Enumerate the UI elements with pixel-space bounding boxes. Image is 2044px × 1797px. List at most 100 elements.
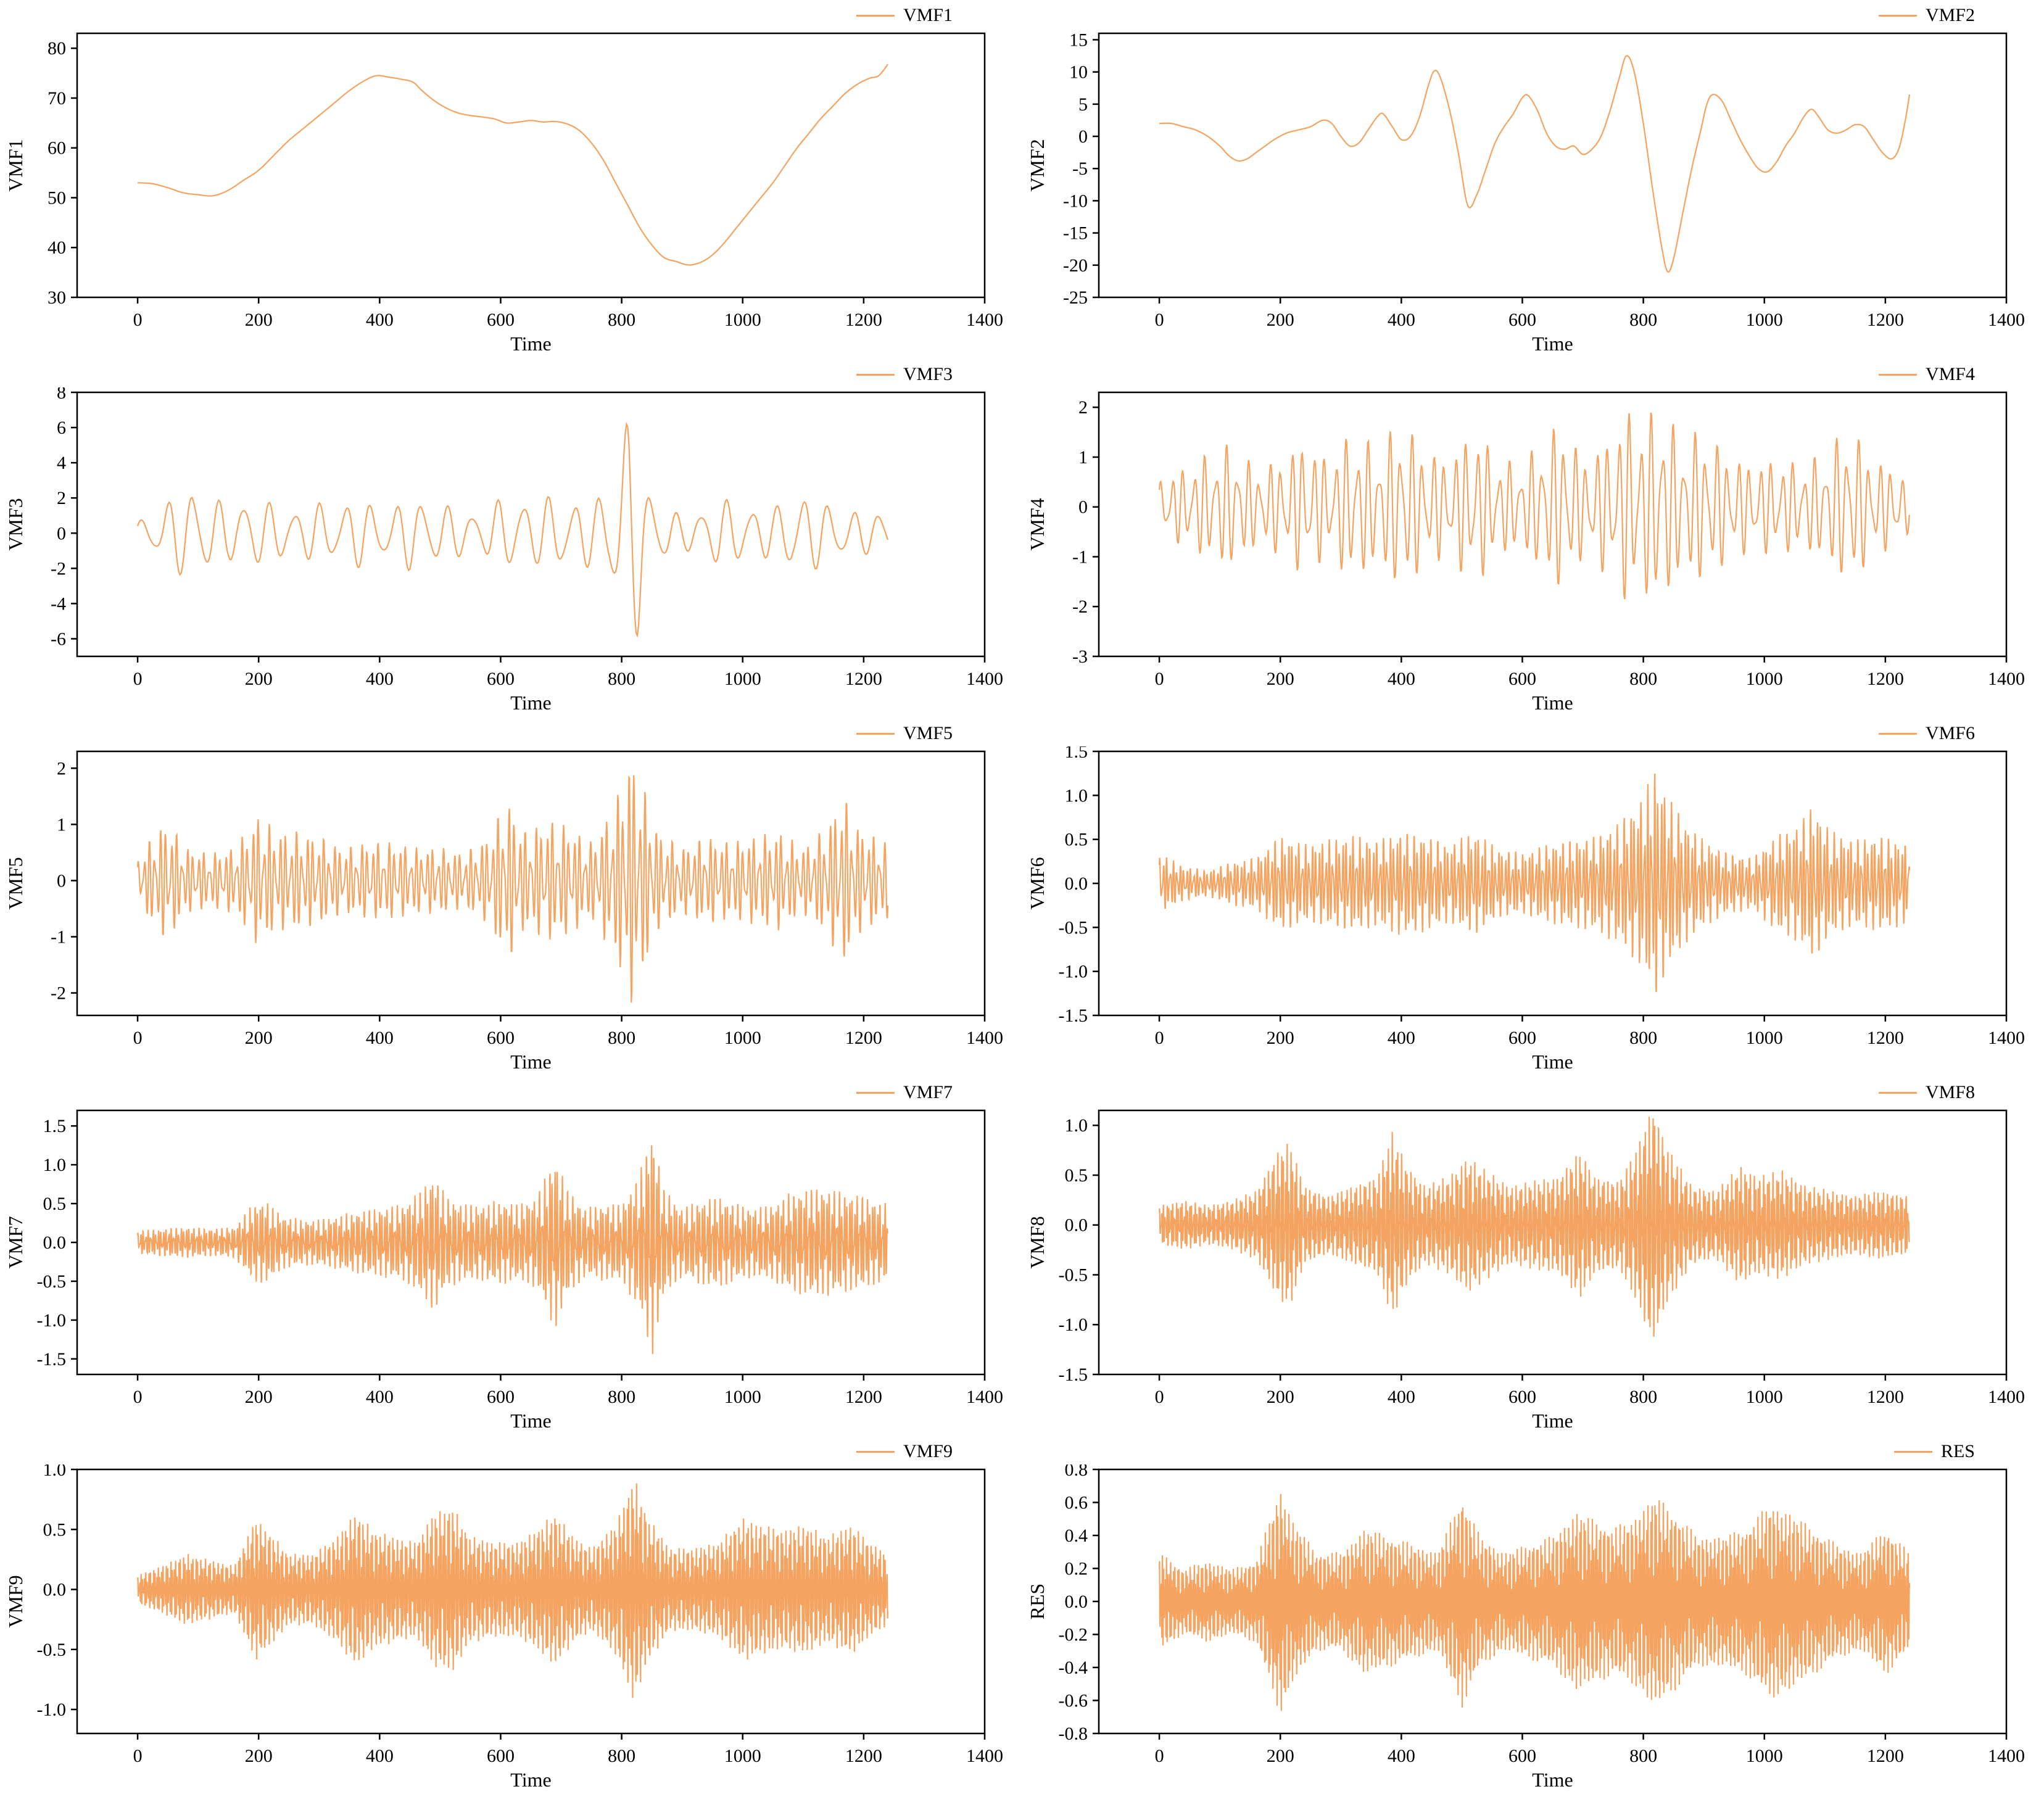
x-tick-label: 600 [1508,1387,1536,1407]
y-tick-label: 0.2 [1065,1559,1088,1579]
legend: VMF1 [856,6,953,25]
legend: VMF5 [856,724,953,743]
x-tick-label: 1000 [1746,1387,1783,1407]
x-tick-label: 1400 [1988,669,2025,689]
x-tick-label: 800 [1629,310,1657,330]
legend: VMF7 [856,1083,953,1102]
x-tick-label: 1200 [1867,1028,1904,1048]
y-tick-label: -0.2 [1059,1625,1088,1645]
x-tick-label: 800 [608,669,635,689]
y-axis-label: RES [1026,1584,1048,1620]
y-tick-label: 0.5 [43,1519,67,1540]
y-tick-label: 8 [57,387,66,403]
y-tick-label: 0 [57,870,66,891]
x-tick-label: 200 [245,1387,273,1407]
y-tick-label: 1.0 [1065,785,1088,806]
x-tick-label: 0 [133,1387,143,1407]
legend: VMF3 [856,365,953,384]
plot-border [1098,391,2008,658]
x-tick-label: 400 [1388,310,1415,330]
y-tick-label: 0.0 [43,1233,67,1253]
legend-label: VMF7 [903,1082,953,1102]
x-axis-label: Time [510,333,551,355]
x-tick-label: 600 [487,1028,515,1048]
plot-vmf9: 0 200 400 600 800 1000 1200 1400 -1.0 -0.5 0.0 0.5 1… [4,1464,1003,1791]
y-tick-label: -20 [1063,255,1088,276]
x-tick-label: 400 [1388,669,1415,689]
legend-label: VMF4 [1925,364,1975,384]
x-tick-label: 200 [1267,1746,1294,1766]
legend-line-icon [1878,14,1917,17]
data-line [1159,1493,1911,1711]
legend-line-icon [1878,732,1917,735]
x-tick-label: 1400 [966,1387,1003,1407]
x-tick-label: 800 [1629,1028,1657,1048]
x-tick-label: 400 [366,310,394,330]
y-tick-label: -1.0 [37,1700,67,1720]
x-tick-label: 1200 [845,669,882,689]
y-tick-label: 1 [57,814,66,835]
y-tick-label: 2 [1078,397,1088,418]
x-tick-label: 600 [1508,669,1536,689]
plot-border [1098,1109,2008,1376]
data-line [1159,55,1911,273]
y-tick-label: -0.6 [1059,1691,1088,1711]
y-axis-label: VMF9 [4,1575,27,1627]
y-tick-label: -1.0 [1059,962,1088,982]
y-axis-label: VMF6 [1026,857,1048,909]
x-tick-label: 1200 [1867,669,1904,689]
x-tick-label: 800 [608,310,635,330]
y-axis-label: VMF2 [1026,139,1048,191]
y-tick-label: 10 [1069,62,1088,83]
x-axis-label: Time [1532,1410,1573,1432]
chart-cell-vmf7: VMF7 0 200 400 600 800 1000 1200 1400 -1.5 -1.0 -0… [0,1077,1022,1436]
y-tick-label: -1 [51,927,66,948]
legend-label: VMF6 [1925,723,1975,743]
plot-border [1098,32,2008,299]
x-tick-label: 200 [1267,1028,1294,1048]
y-tick-label: -3 [1072,647,1088,667]
x-tick-label: 1200 [1867,1746,1904,1766]
x-tick-label: 800 [608,1746,635,1766]
x-tick-label: 1200 [1867,1387,1904,1407]
x-tick-label: 1000 [1746,669,1783,689]
x-tick-label: 1000 [724,1028,761,1048]
legend: VMF9 [856,1442,953,1461]
legend-label: VMF5 [903,723,953,743]
x-tick-label: 600 [487,1387,515,1407]
data-line [137,421,889,638]
plot-vmf5: 0 200 400 600 800 1000 1200 1400 -2 -1 0 1 2 Time VMF5 [4,750,1003,1073]
x-tick-label: 1000 [724,669,761,689]
legend-label: RES [1940,1441,1975,1461]
plot-border [1098,1468,2008,1735]
y-tick-label: 40 [48,238,66,258]
x-tick-label: 400 [1388,1746,1415,1766]
plot-vmf4: 0 200 400 600 800 1000 1200 1400 -3 -2 -1 0 1 2 Time VM… [1026,391,2025,714]
y-tick-label: 2 [57,488,66,508]
x-tick-label: 1400 [966,310,1003,330]
plot-vmf3: 0 200 400 600 800 1000 1200 1400 -6 -4 -2 0 2 4 6 8 Time… [4,387,1003,714]
x-tick-label: 1400 [1988,1028,2025,1048]
legend-line-icon [1893,1450,1932,1453]
legend-line-icon [856,14,895,17]
chart-cell-vmf8: VMF8 0 200 400 600 800 1000 1200 1400 -1.5 -1.0 -0… [1022,1077,2044,1436]
chart-cell-vmf3: VMF3 0 200 400 600 800 1000 1200 1400 -6 -4 -2 0 2 4 6… [0,359,1022,718]
x-tick-label: 1000 [1746,1746,1783,1766]
y-axis-label: VMF3 [4,498,27,550]
y-tick-label: -1.5 [1059,1006,1088,1026]
y-tick-label: -2 [51,558,66,579]
y-tick-label: -6 [51,629,66,649]
x-tick-label: 600 [1508,310,1536,330]
plot-vmf8: 0 200 400 600 800 1000 1200 1400 -1.5 -1.0 -0.5 0.0… [1026,1109,2025,1432]
x-axis-label: Time [510,692,551,714]
x-tick-label: 600 [1508,1746,1536,1766]
x-tick-label: 1200 [1867,310,1904,330]
y-tick-label: 80 [48,38,66,59]
legend-label: VMF8 [1925,1082,1975,1102]
y-tick-label: 0 [1078,126,1088,147]
legend: VMF8 [1878,1082,1975,1102]
y-tick-label: 0.0 [1065,1592,1088,1612]
plot-border [76,391,986,658]
x-tick-label: 1000 [724,1387,761,1407]
